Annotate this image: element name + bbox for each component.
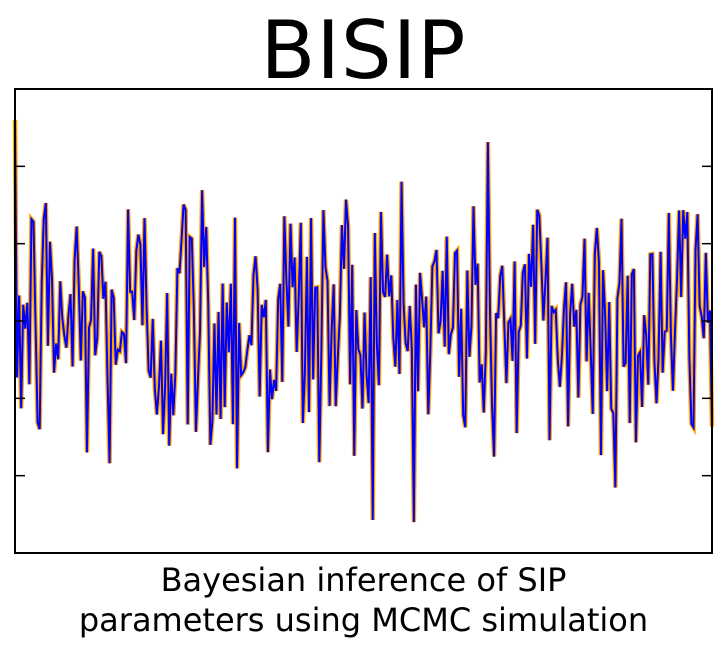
caption-line-2: parameters using MCMC simulation [78,601,649,639]
series-layer [12,119,715,523]
caption: Bayesian inference of SIP parameters usi… [0,560,727,640]
tick-layer [15,165,712,477]
caption-line-1: Bayesian inference of SIP [160,561,567,599]
page-title: BISIP [260,4,467,97]
series-line-2 [14,119,713,523]
